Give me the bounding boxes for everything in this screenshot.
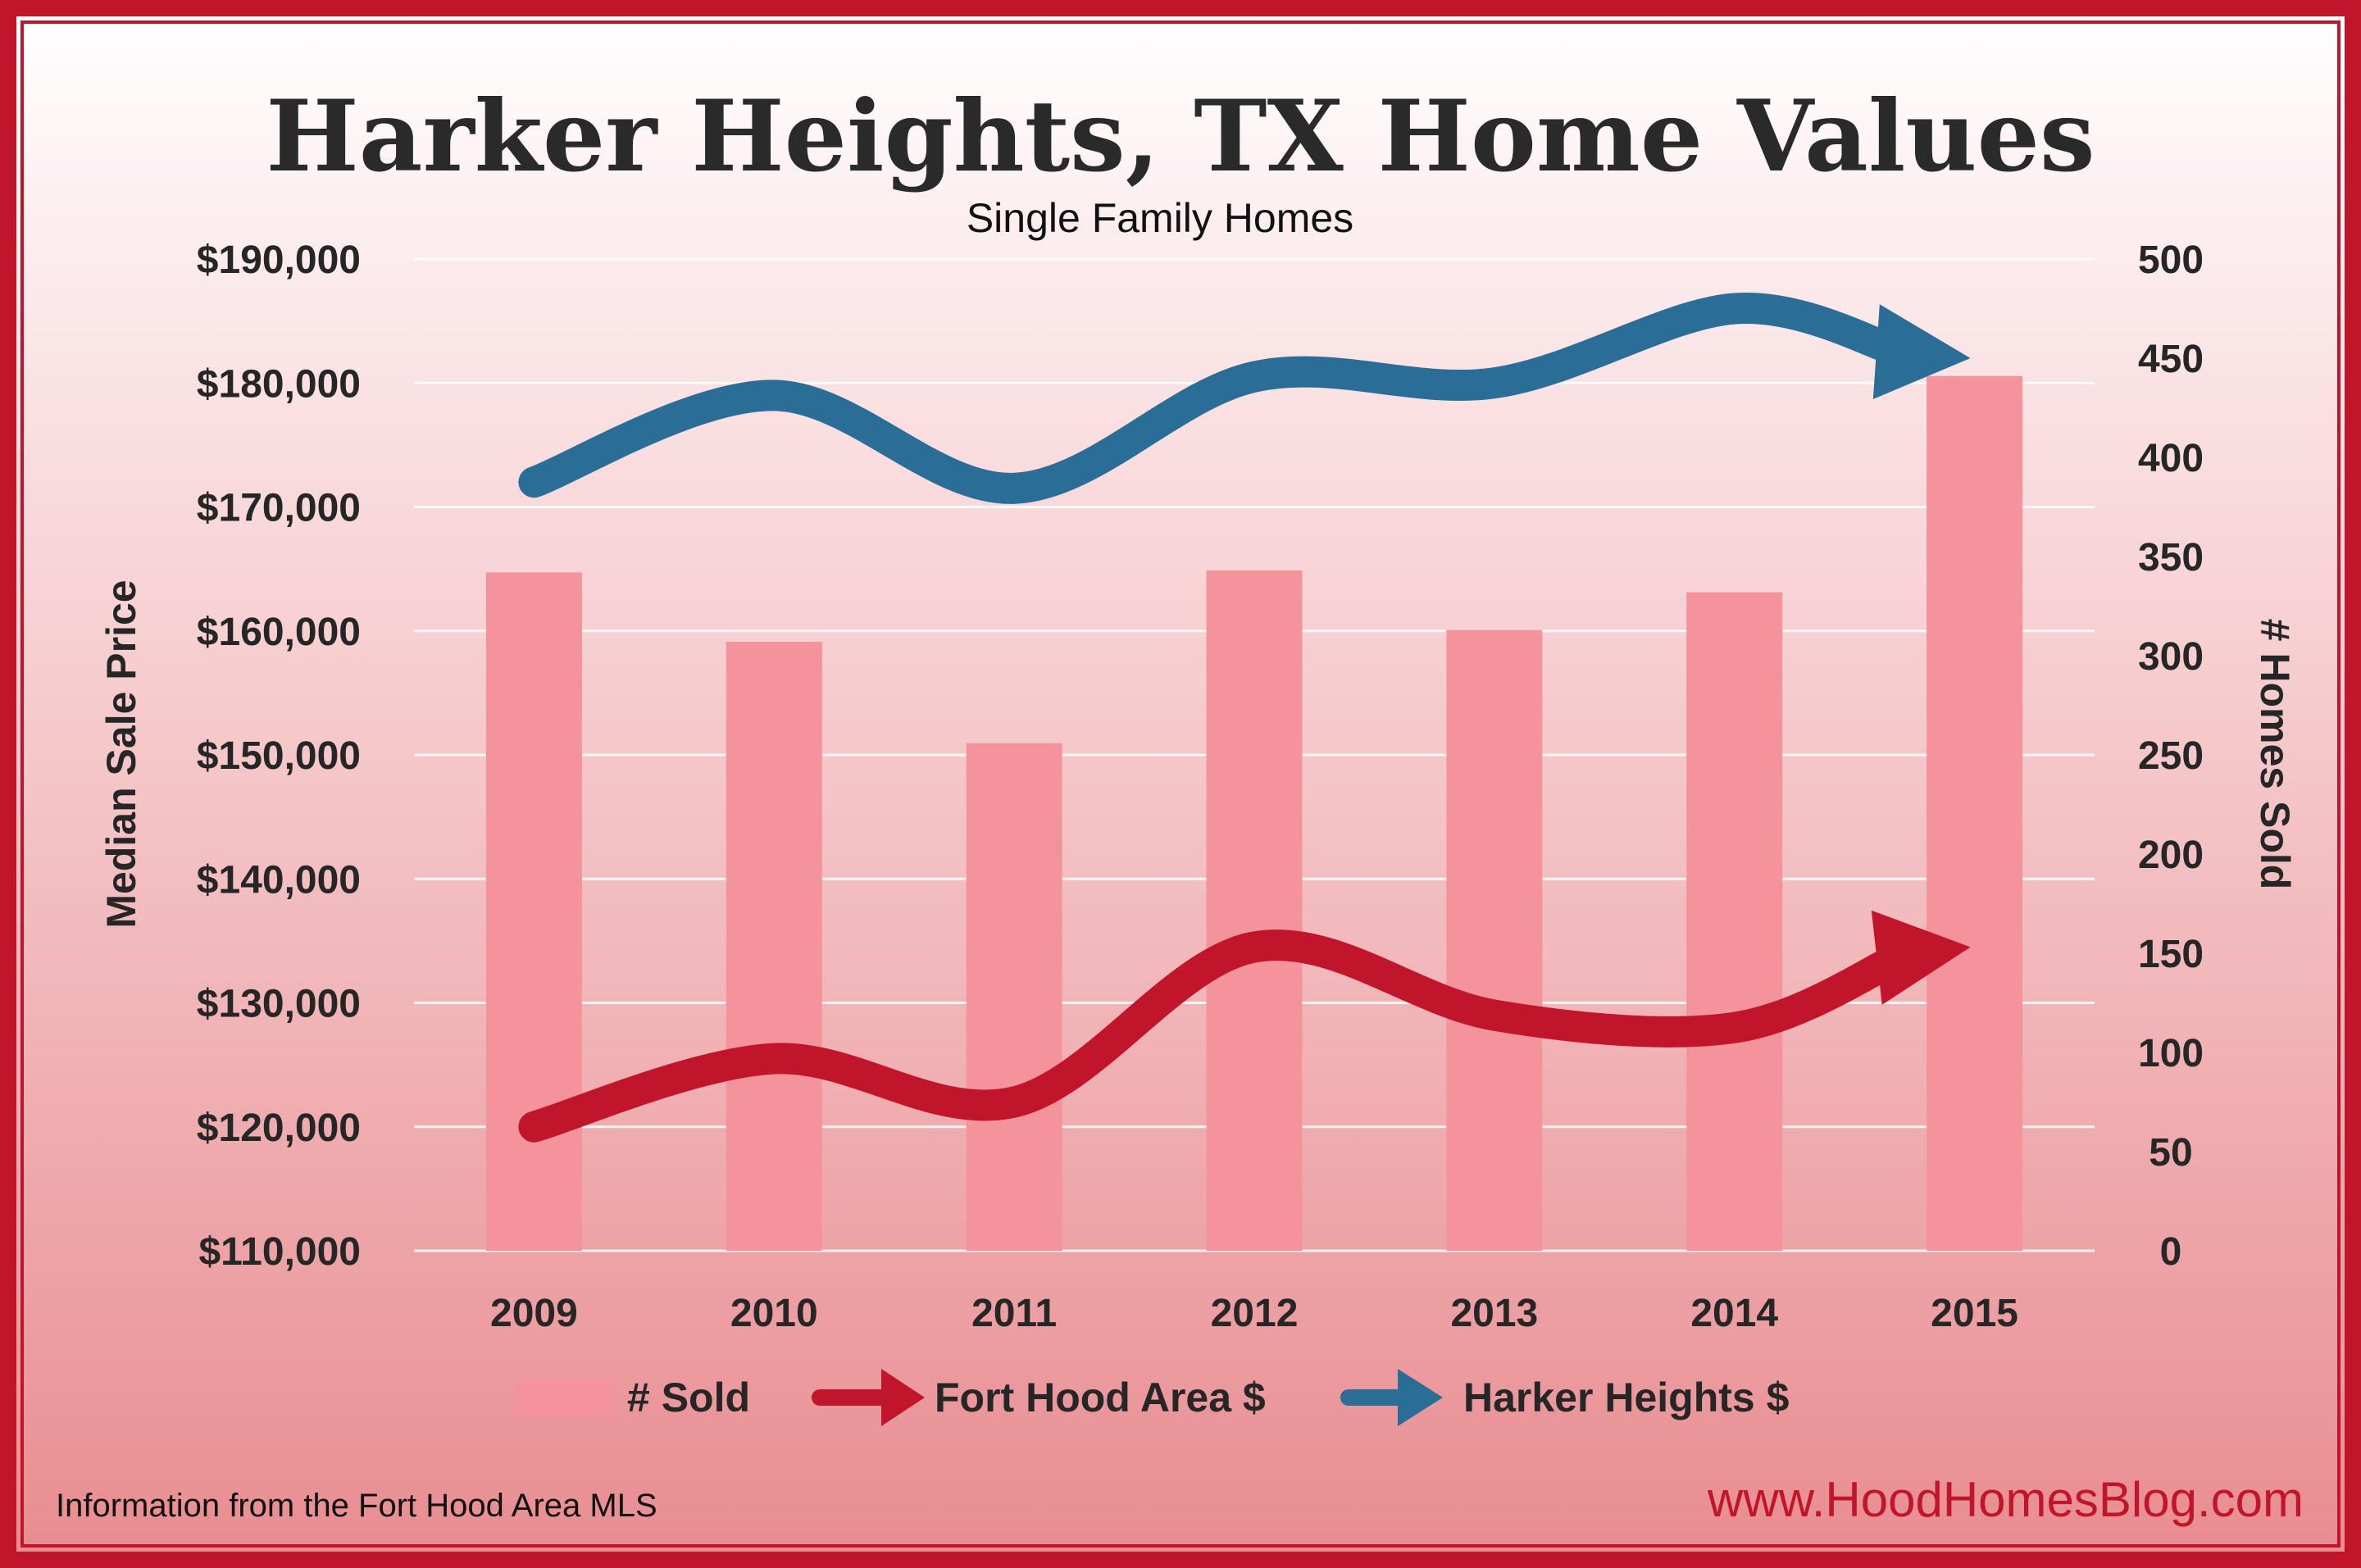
- y2-tick-label: 300: [2138, 635, 2204, 679]
- y2-tick-label: 450: [2138, 338, 2204, 381]
- x-axis-ticks: 2009 2010 2011 2012 2013 2014 2015: [490, 1292, 2018, 1335]
- inner-frame: [20, 20, 2341, 1548]
- x-tick-label: 2010: [730, 1292, 818, 1335]
- bar-2014: [1686, 592, 1783, 1251]
- bar-2009: [485, 572, 582, 1251]
- y2-axis-title: # Homes Sold: [2252, 619, 2298, 890]
- y-tick-label: $190,000: [197, 239, 361, 282]
- x-tick-label: 2011: [971, 1292, 1057, 1335]
- source-note: Information from the Fort Hood Area MLS: [56, 1488, 657, 1524]
- y2-tick-label: 150: [2138, 933, 2204, 976]
- legend-arrow-fort-hood-icon: [812, 1369, 925, 1426]
- bar-2010: [726, 642, 822, 1251]
- legend-label-fort-hood: Fort Hood Area $: [935, 1375, 1266, 1420]
- legend-label-sold: # Sold: [627, 1375, 750, 1420]
- y2-tick-label: 500: [2138, 239, 2204, 282]
- legend-swatch-sold: [515, 1379, 612, 1416]
- y2-tick-label: 100: [2138, 1032, 2204, 1075]
- legend-label-harker-heights: Harker Heights $: [1463, 1375, 1790, 1420]
- line-series: [518, 292, 1971, 1143]
- y-axis-ticks: $190,000 $180,000 $170,000 $160,000 $150,000…: [197, 239, 361, 1274]
- y2-tick-label: 50: [2149, 1131, 2192, 1175]
- y-tick-label: $170,000: [197, 487, 361, 530]
- bar-2013: [1446, 629, 1543, 1251]
- bar-2011: [966, 743, 1062, 1251]
- chart-title: Harker Heights, TX Home Values: [266, 79, 2095, 194]
- y-tick-label: $130,000: [197, 983, 361, 1026]
- y-tick-label: $180,000: [197, 362, 361, 406]
- series-harker-heights: [518, 292, 1971, 504]
- x-tick-label: 2014: [1690, 1292, 1778, 1335]
- y-tick-label: $160,000: [197, 611, 361, 654]
- x-tick-label: 2013: [1450, 1292, 1538, 1335]
- x-tick-label: 2009: [490, 1292, 578, 1335]
- y-tick-label: $120,000: [197, 1107, 361, 1150]
- y2-tick-label: 250: [2138, 734, 2204, 778]
- y-axis-title: Median Sale Price: [98, 579, 144, 928]
- legend: # Sold Fort Hood Area $ Harker Heights $: [515, 1369, 1790, 1426]
- y-tick-label: $140,000: [197, 858, 361, 902]
- line-harker-heights: [518, 292, 1917, 504]
- arrowhead-fort-hood-icon: [1871, 910, 1971, 1005]
- y2-tick-label: 350: [2138, 536, 2204, 579]
- y2-tick-label: 0: [2160, 1230, 2182, 1274]
- series-fort-hood: [518, 910, 1971, 1143]
- bar-2015: [1927, 375, 2023, 1251]
- chart-subtitle: Single Family Homes: [967, 195, 1353, 241]
- line-fort-hood: [518, 929, 1917, 1143]
- arrowhead-harker-heights-icon: [1872, 304, 1971, 399]
- legend-arrow-harker-heights-icon: [1340, 1369, 1443, 1426]
- website-link[interactable]: www.HoodHomesBlog.com: [1707, 1472, 2304, 1527]
- x-tick-label: 2015: [1931, 1292, 2018, 1335]
- y-tick-label: $150,000: [197, 734, 361, 778]
- y2-tick-label: 200: [2138, 834, 2204, 877]
- x-tick-label: 2012: [1211, 1292, 1299, 1335]
- bar-2012: [1206, 570, 1303, 1251]
- y-tick-label: $110,000: [198, 1230, 361, 1274]
- y2-tick-label: 400: [2138, 437, 2204, 480]
